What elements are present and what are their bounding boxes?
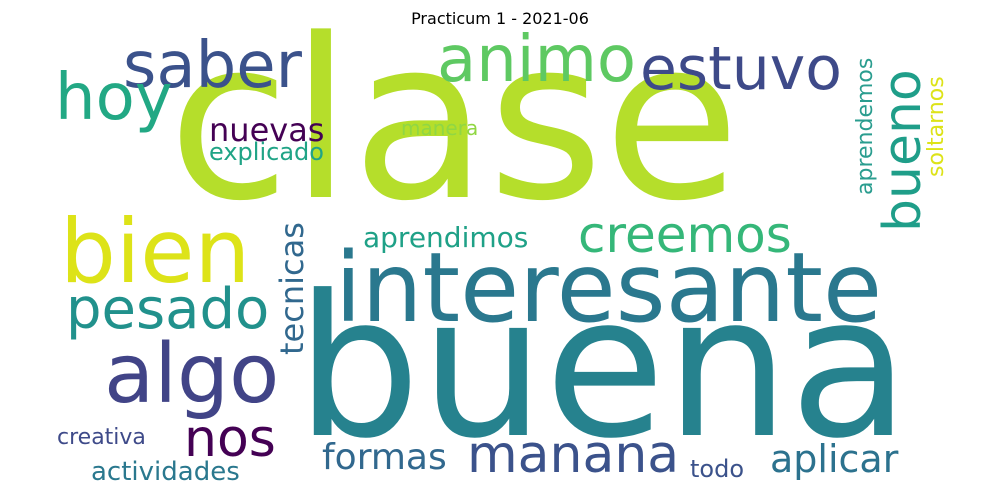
word-manera: manera	[401, 116, 479, 140]
word-actividades: actividades	[91, 457, 240, 487]
word-explicado: explicado	[209, 138, 324, 166]
word-buena: buena	[296, 254, 910, 482]
word-manana: manana	[467, 425, 680, 485]
word-creativa: creativa	[57, 425, 146, 450]
word-animo: animo	[437, 23, 637, 97]
word-hoy: hoy	[55, 61, 173, 135]
word-nos: nos	[184, 409, 276, 469]
word-algo: algo	[104, 327, 280, 422]
word-saber: saber	[123, 29, 302, 103]
word-todo: todo	[690, 455, 745, 483]
word-bueno: bueno	[873, 69, 933, 232]
word-aplicar: aplicar	[770, 437, 899, 481]
word-nuevas: nuevas	[209, 111, 325, 149]
word-aprendemos: aprendemos	[853, 57, 878, 195]
figure-title: Practicum 1 - 2021-06	[411, 9, 589, 28]
word-estuvo: estuvo	[640, 34, 842, 104]
word-soltarnos: soltarnos	[924, 76, 949, 177]
word-bien: bien	[60, 200, 251, 303]
word-formas: formas	[322, 437, 447, 478]
word-pesado: pesado	[66, 277, 270, 342]
word-creemos: creemos	[578, 206, 792, 264]
word-tecnicas: tecnicas	[273, 222, 311, 355]
word-interesante: interesante	[335, 232, 883, 344]
word-clase: clase	[168, 0, 741, 250]
word-aprendimos: aprendimos	[363, 221, 529, 254]
